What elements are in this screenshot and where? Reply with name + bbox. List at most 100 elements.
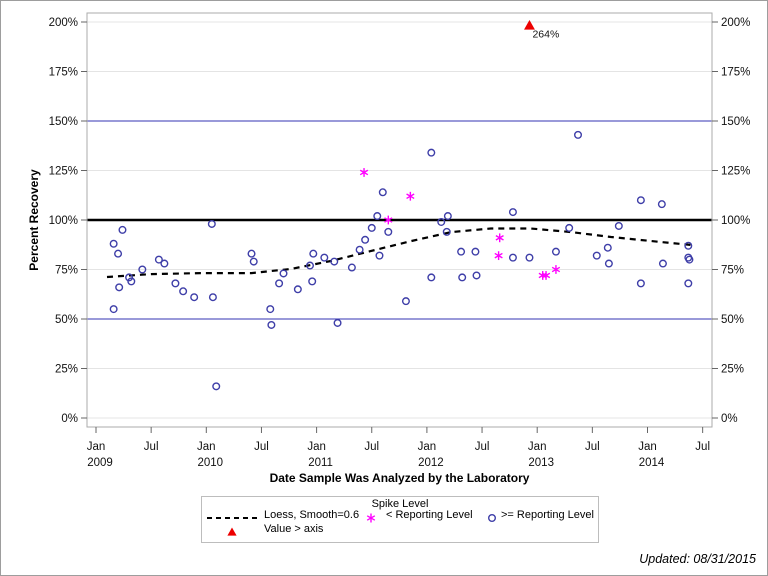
data-point-circle [212,382,221,391]
data-point-circle [684,279,693,288]
data-point-asterisk [494,251,503,261]
tick-label: Jan [638,441,657,453]
data-point-circle [127,277,136,286]
circle-icon [486,512,498,524]
data-point-asterisk [551,265,561,274]
data-point-circle [684,241,693,250]
tick-label: 2010 [198,457,224,469]
data-point-circle [442,227,451,236]
triangle-icon [226,526,238,538]
data-point-circle [378,188,387,197]
data-point-circle [375,251,384,260]
tick-label: 175% [721,67,750,79]
data-point-circle [355,245,364,254]
data-point-circle [330,257,339,266]
data-point-circle [293,285,302,294]
data-point-circle [208,293,217,302]
data-point-circle [266,305,275,314]
tick-label: Jul [695,441,710,453]
data-point-circle [333,318,342,327]
data-point-circle [347,263,356,272]
loess-curve [106,227,691,279]
tick-label: Jan [87,441,106,453]
data-point-circle [427,148,436,157]
data-point-circle [125,273,134,282]
data-point-circle [207,219,216,228]
legend-box: Spike Level Loess, Smooth=0.6 < Reportin… [201,496,599,543]
tick-label: Jul [475,441,490,453]
data-point-circle [367,223,376,232]
data-point-asterisk [541,271,551,280]
data-point-circle [592,251,601,260]
data-point-circle [154,255,163,264]
legend-label-value-gt-axis: Value > axis [264,523,324,535]
legend-label-ge-reporting: >= Reporting Level [501,509,594,521]
data-point-circle [138,265,147,274]
tick-label: Jan [528,441,547,453]
data-point-circle [309,249,318,258]
data-point-circle [443,212,452,221]
y-axis-title: Percent Recovery [27,169,41,271]
data-point-circle [115,283,124,292]
data-point-circle [361,235,370,244]
data-point-circle [279,269,288,278]
data-point-circle [109,239,118,248]
data-point-circle [565,223,574,232]
tick-label: 264% [532,29,559,41]
legend-title: Spike Level [371,498,429,510]
data-point-circle [636,279,645,288]
tick-label: 2012 [418,457,444,469]
tick-label: 50% [721,314,744,326]
data-point-circle [267,320,276,329]
tick-label: 75% [721,265,744,277]
data-point-circle [247,249,256,258]
tick-label: 125% [49,166,78,178]
data-point-circle [118,225,127,234]
tick-label: Jul [254,441,269,453]
data-point-circle [305,261,314,270]
data-point-circle [171,279,180,288]
tick-label: 150% [721,116,750,128]
tick-label: 2009 [87,457,113,469]
tick-label: 200% [721,17,750,29]
tick-label: Jan [197,441,216,453]
data-point-circle [685,255,694,264]
data-point-circle [603,243,612,252]
tick-label: Jan [307,441,326,453]
tick-label: 25% [55,364,78,376]
tick-label: 50% [55,314,78,326]
data-point-circle [636,196,645,205]
tick-label: 100% [49,215,78,227]
tick-label: Jul [144,441,159,453]
data-point-circle [551,247,560,256]
data-point-circle [427,273,436,282]
data-point-triangle [524,19,535,30]
data-point-circle [508,208,517,217]
tick-label: Jul [585,441,600,453]
legend-label-loess: Loess, Smooth=0.6 [264,509,360,521]
tick-label: 0% [721,413,738,425]
data-point-circle [614,221,623,230]
tick-label: Jul [364,441,379,453]
tick-label: 175% [49,67,78,79]
tick-label: Jan [418,441,437,453]
data-point-circle [320,253,329,262]
tick-label: 2011 [308,457,333,469]
data-point-asterisk [406,191,415,201]
data-point-asterisk [495,233,504,243]
data-point-circle [109,305,118,314]
data-point-circle [472,271,481,280]
data-point-asterisk [538,271,547,280]
data-point-circle [114,249,123,258]
data-point-circle [457,247,466,256]
data-point-asterisk [384,215,393,225]
tick-label: 150% [49,116,78,128]
tick-label: 2013 [528,457,554,469]
data-point-circle [471,247,480,256]
data-point-circle [179,287,188,296]
tick-label: 2014 [639,457,665,469]
data-point-circle [401,297,410,306]
data-point-circle [384,227,393,236]
data-point-circle [604,259,613,268]
